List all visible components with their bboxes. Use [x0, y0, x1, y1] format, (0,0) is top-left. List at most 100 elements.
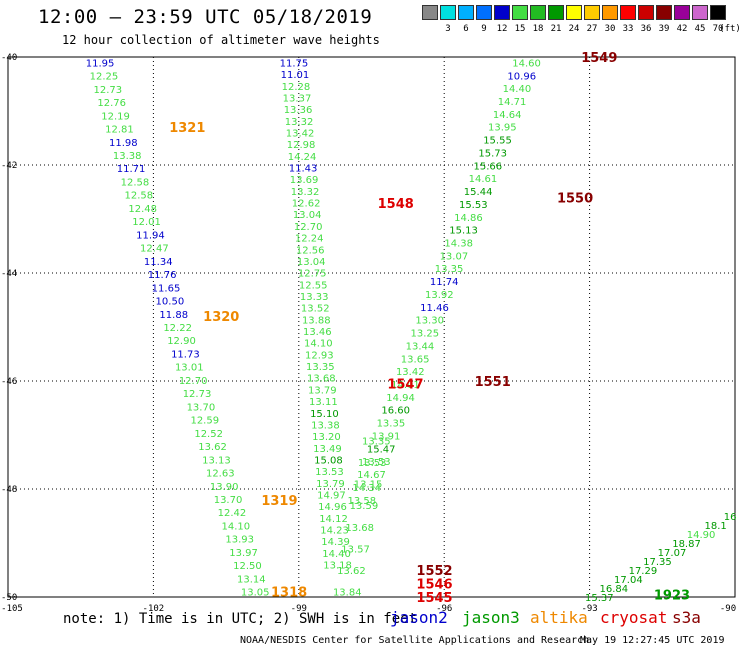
wave-height-value: 13.05 — [241, 588, 270, 599]
longitude-tick-label: -99 — [291, 604, 307, 614]
wave-height-value: 13.53 — [315, 467, 344, 478]
wave-height-value: 13.35 — [377, 419, 406, 430]
longitude-tick-label: -93 — [581, 604, 597, 614]
wave-height-value: 18.87 — [672, 539, 701, 550]
latitude-tick-label: -42 — [1, 161, 17, 171]
wave-height-value: 14.96 — [318, 502, 347, 513]
pass-time-label: 1552 — [416, 564, 452, 579]
wave-height-value: 12.73 — [183, 389, 212, 400]
wave-height-value: 16 — [724, 512, 737, 523]
wave-height-value: 13.92 — [425, 290, 454, 301]
wave-height-value: 12.52 — [194, 429, 223, 440]
wave-height-value: 11.43 — [289, 164, 318, 175]
wave-height-value: 12.98 — [287, 140, 316, 151]
wave-height-value: 12.59 — [190, 416, 219, 427]
latitude-tick-label: -50 — [1, 593, 17, 603]
wave-height-value: 13.33 — [300, 292, 329, 303]
wave-height-value: 12.58 — [121, 177, 150, 188]
mission-legend-jason2: jason2 — [390, 608, 448, 627]
footer-note: note: 1) Time is in UTC; 2) SWH is in fe… — [63, 611, 418, 627]
wave-height-value: 13.88 — [302, 315, 331, 326]
wave-height-value: 13.70 — [214, 495, 243, 506]
pass-time-label: 1319 — [261, 494, 297, 509]
wave-height-value: 13.65 — [401, 354, 430, 365]
wave-height-value: 14.23 — [320, 526, 349, 537]
colorbar-swatch — [440, 5, 456, 20]
wave-height-value: 12.55 — [299, 280, 328, 291]
colorbar-tick-label: 6 — [463, 24, 469, 34]
pass-time-label: 1923 — [654, 588, 690, 603]
wave-height-value: 13.53 — [362, 457, 391, 468]
wave-height-value: 14.71 — [498, 97, 527, 108]
colorbar-tick-label: 39 — [658, 24, 670, 34]
wave-height-value: 15.66 — [473, 161, 502, 172]
wave-height-value: 12.19 — [101, 111, 130, 122]
wave-height-value: 13.20 — [312, 432, 341, 443]
wave-height-value: 14.34 — [352, 483, 381, 494]
wave-height-value: 13.79 — [308, 385, 337, 396]
wave-height-value: 11.75 — [280, 58, 309, 69]
wave-height-value: 14.60 — [512, 58, 541, 69]
pass-time-label: 1547 — [387, 378, 423, 393]
wave-height-value: 15.47 — [367, 444, 396, 455]
wave-height-value: 12.28 — [282, 82, 311, 93]
colorbar-tick-label: 70 — [712, 24, 724, 34]
wave-height-value: 13.44 — [406, 341, 435, 352]
wave-height-value: 14.10 — [304, 339, 333, 350]
wave-height-value: 11.46 — [420, 303, 449, 314]
wave-height-value: 12.42 — [218, 508, 247, 519]
wave-height-value: 14.64 — [493, 110, 522, 121]
wave-height-value: 13.97 — [229, 548, 258, 559]
wave-height-value: 14.12 — [319, 514, 348, 525]
colorbar-tick-label: 42 — [676, 24, 688, 34]
wave-height-value: 13.62 — [198, 442, 227, 453]
wave-height-value: 10.96 — [507, 71, 536, 82]
wave-height-value: 13.79 — [316, 479, 345, 490]
pass-time-label: 1320 — [203, 310, 239, 325]
wave-height-value: 11.65 — [152, 283, 181, 294]
colorbar-tick-label: 12 — [496, 24, 508, 34]
colorbar-swatch — [602, 5, 618, 20]
pass-time-label: 1550 — [557, 191, 593, 206]
colorbar-swatch — [692, 5, 708, 20]
colorbar-tick-label: 15 — [514, 24, 526, 34]
wave-height-value: 12.62 — [292, 199, 321, 210]
colorbar-tick-label: 24 — [568, 24, 580, 34]
wave-height-value: 15.10 — [310, 409, 339, 420]
wave-height-value: 15.73 — [478, 148, 507, 159]
wave-height-value: 12.90 — [167, 336, 196, 347]
colorbar-swatch — [458, 5, 474, 20]
latitude-tick-label: -44 — [1, 269, 17, 279]
wave-height-value: 13.35 — [362, 436, 391, 447]
longitude-tick-label: -105 — [1, 604, 23, 614]
mission-legend-cryosat: cryosat — [600, 608, 668, 627]
colorbar-swatch — [494, 5, 510, 20]
wave-height-value: 14.38 — [444, 239, 473, 250]
wave-height-value: 14.10 — [221, 521, 250, 532]
colorbar-swatch — [422, 5, 438, 20]
colorbar-swatch — [512, 5, 528, 20]
pass-time-label: 1321 — [169, 121, 205, 136]
wave-height-value: 11.88 — [159, 310, 188, 321]
wave-height-value: 13.84 — [333, 588, 362, 599]
wave-height-value: 16.60 — [381, 406, 410, 417]
colorbar-swatch — [638, 5, 654, 20]
wave-height-value: 13.18 — [323, 561, 352, 572]
wave-height-value: 12.58 — [125, 191, 154, 202]
wave-height-value: 13.69 — [290, 175, 319, 186]
pass-time-label: 1551 — [475, 375, 511, 390]
wave-height-value: 11.34 — [144, 257, 173, 268]
timestamp-text: May 19 12:27:45 UTC 2019 — [580, 635, 725, 646]
wave-height-value: 13.93 — [225, 535, 254, 546]
wave-height-value: 13.30 — [415, 316, 444, 327]
wave-height-value: 11.76 — [148, 270, 177, 281]
credit-text: NOAA/NESDIS Center for Satellite Applica… — [240, 635, 590, 646]
colorbar-tick-label: 45 — [694, 24, 706, 34]
wave-height-value: 13.15 — [354, 480, 383, 491]
wave-height-value: 11.94 — [136, 230, 165, 241]
wave-height-value: 13.57 — [341, 544, 370, 555]
wave-height-value: 14.86 — [454, 213, 483, 224]
wave-height-value: 15.37 — [585, 593, 614, 604]
colorbar-swatch — [710, 5, 726, 20]
